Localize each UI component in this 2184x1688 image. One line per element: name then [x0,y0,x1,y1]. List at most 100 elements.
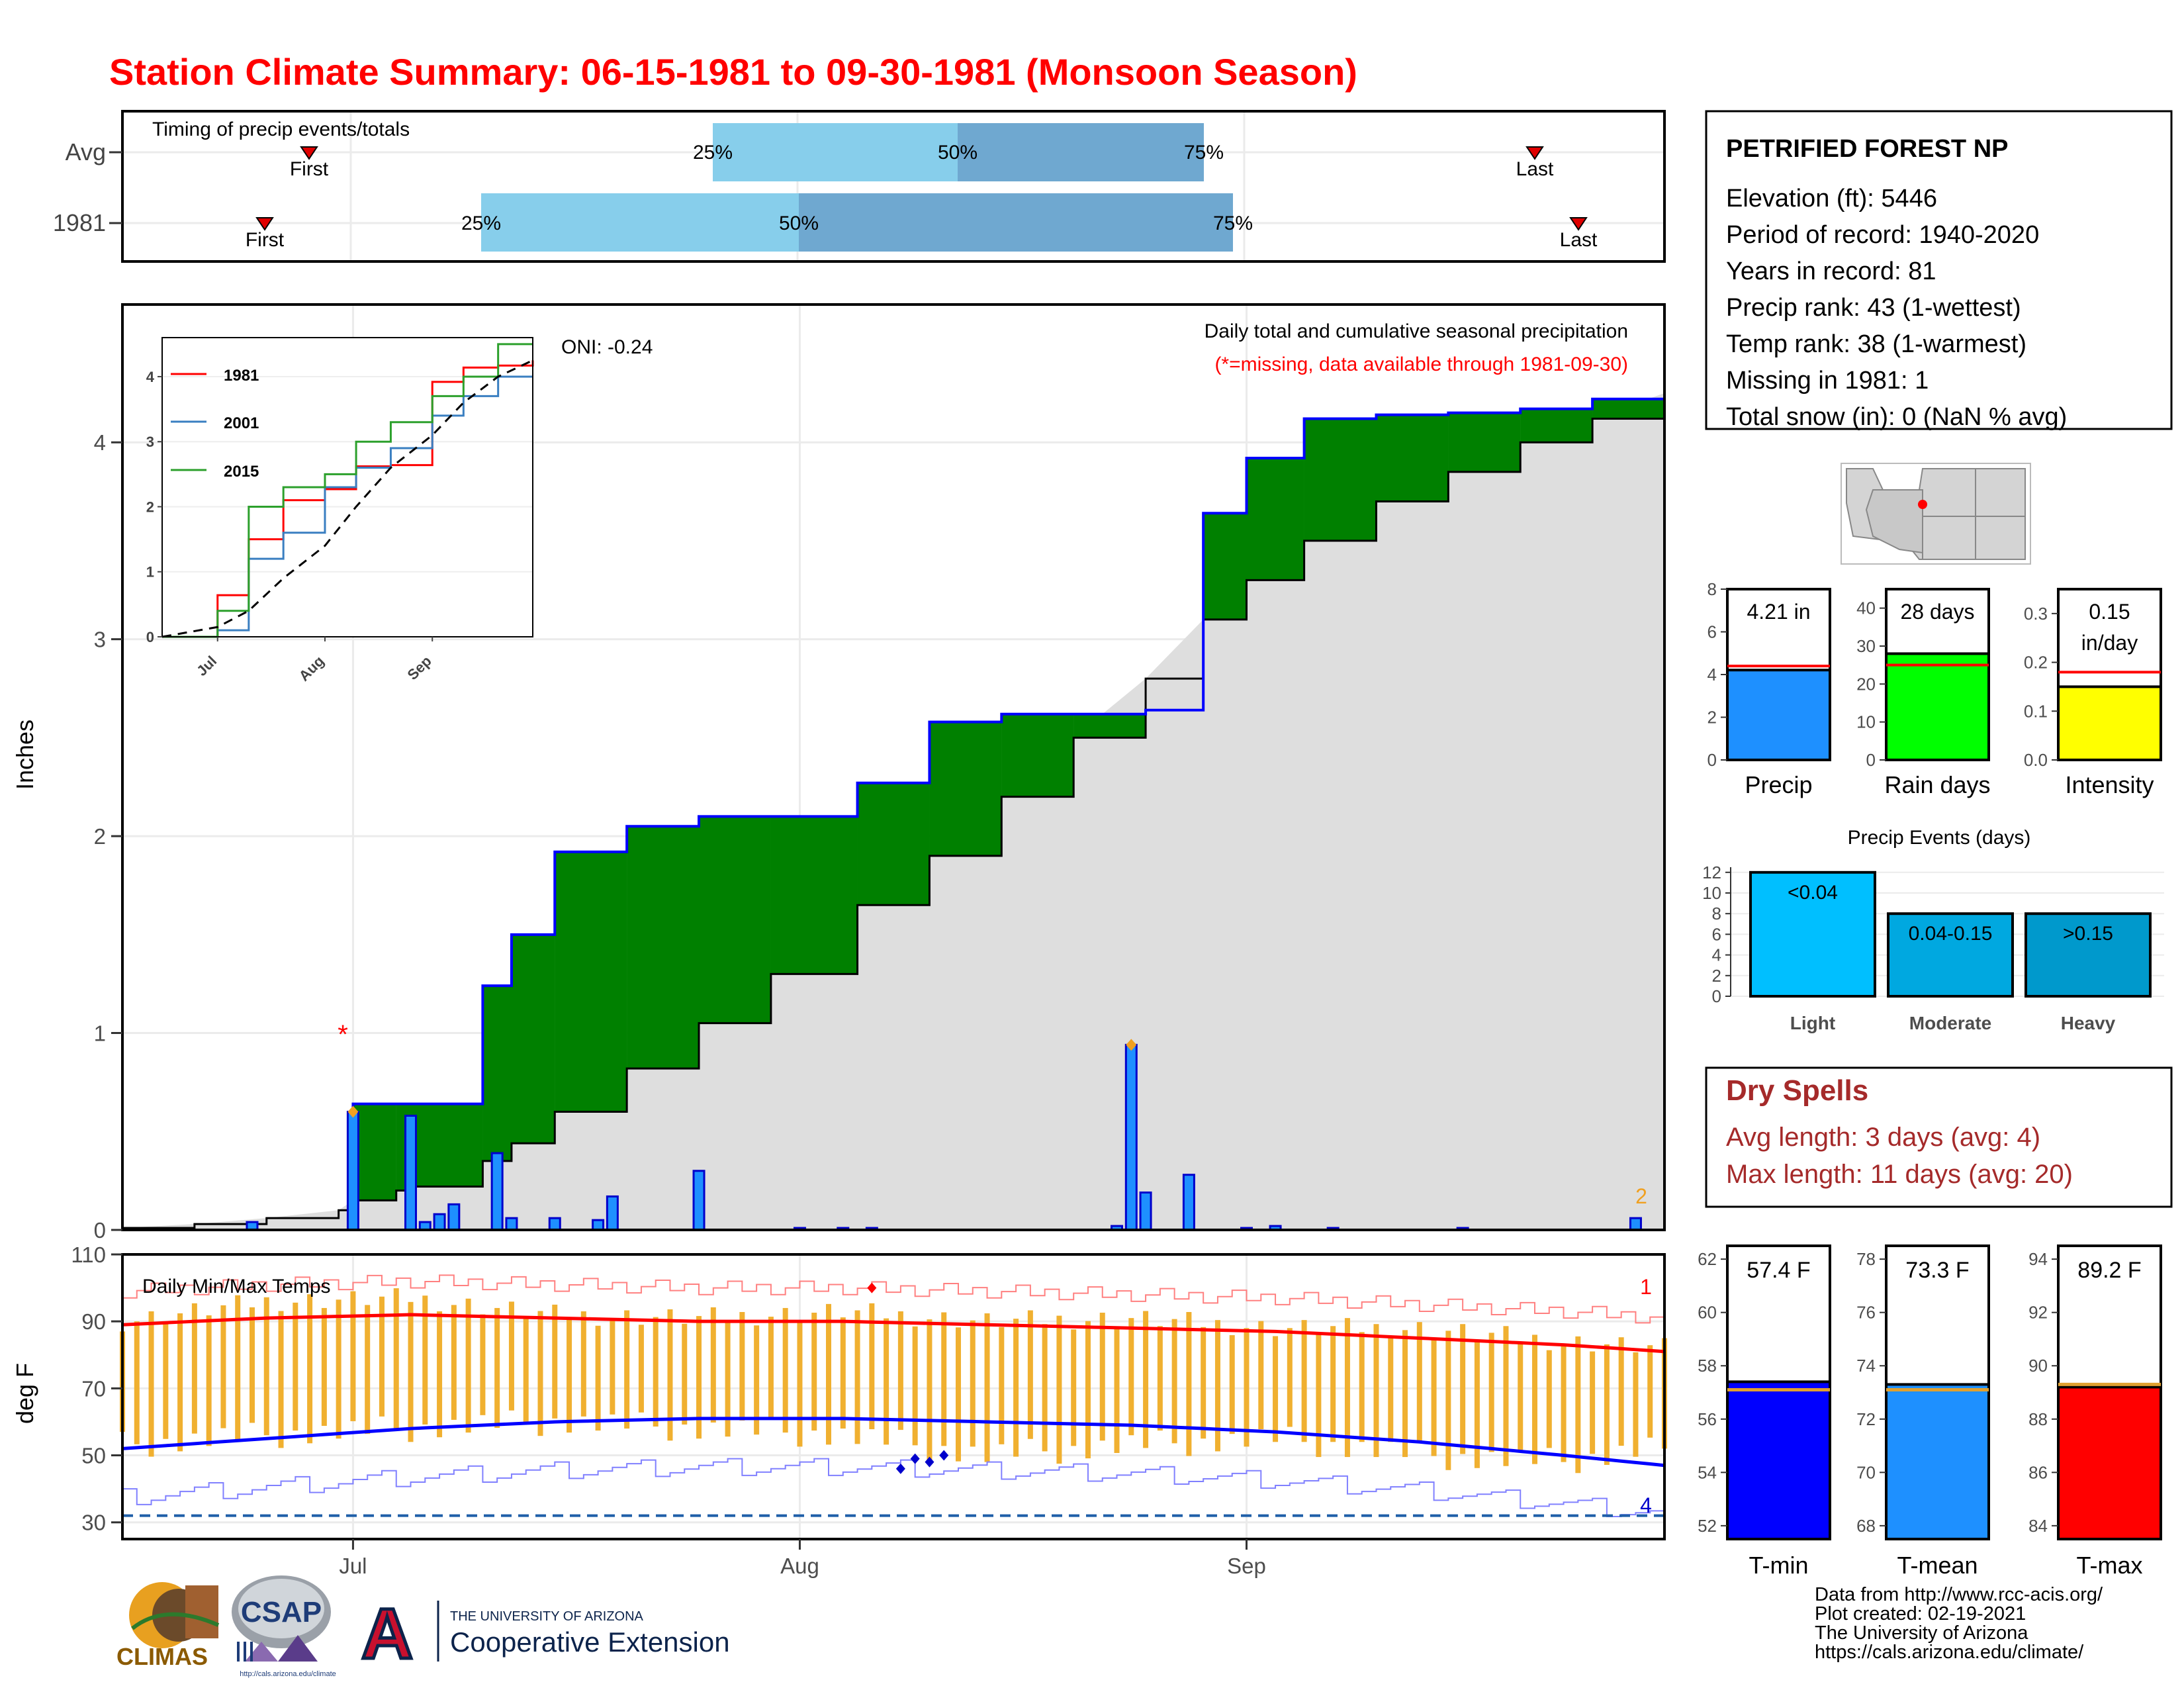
inset-ytick-label: 4 [146,369,155,385]
daily-temp-bar [235,1295,241,1441]
daily-temp-bar [1186,1312,1192,1456]
daily-temp-bar [437,1311,443,1438]
legend-2015: 2015 [224,463,259,481]
precip-ytick-label: 4 [94,430,106,455]
above-average-area [699,816,771,1023]
events-bar [1749,870,1876,998]
temp-summary-ytick-label: 86 [2028,1462,2048,1482]
above-average-area [857,782,930,906]
footer-line-1: Data from http://www.rcc-acis.org/ [1815,1584,2103,1605]
daily-temp-bar [249,1307,255,1423]
daily-temp-bar [422,1295,428,1425]
inset-xtick-label: Aug [296,653,328,684]
csap-text: CSAP [241,1596,322,1628]
temp-summary-ytick-label: 90 [2028,1356,2048,1376]
daily-temp-bar [134,1321,140,1444]
footer-line-4: https://cals.arizona.edu/climate/ [1815,1642,2084,1663]
above-average-area [770,816,858,974]
events-bar-label: <0.04 [1788,882,1838,904]
events-category-label: Light [1790,1013,1835,1033]
temp-summary-ytick-label: 84 [2028,1516,2048,1536]
avg-last-label: Last [1516,158,1554,180]
daily-temp-bar [1460,1324,1466,1454]
daily-temp-bar [494,1307,500,1429]
above-average-area [482,986,512,1161]
daily-temp-bar [595,1325,601,1431]
inset-xtick-label: Sep [404,653,435,683]
record-low-marker [925,1456,934,1468]
above-average-area [1376,414,1449,502]
avg-25-50-bar [713,123,958,181]
ua-letter: A [361,1593,413,1673]
inset-ytick-label: 0 [146,629,154,645]
above-average-area [1304,418,1377,541]
daily-temp-bar [754,1325,760,1435]
mini-ytick-label: 10 [1856,712,1876,732]
mini-ytick-label: 4 [1707,665,1717,684]
daily-temp-bar [1273,1336,1279,1442]
daily-precip-bar [1139,1191,1152,1231]
daily-temp-bar [624,1310,630,1429]
daily-temp-bar [206,1315,212,1446]
temp-count-top: 1 [1640,1275,1652,1299]
precip-ytick-label: 2 [94,824,106,849]
events-ytick-label: 0 [1712,986,1721,1006]
dry-spells-title: Dry Spells [1726,1074,1868,1107]
above-average-area [1246,458,1304,581]
daily-temp-bar [480,1314,486,1415]
csap-url: http://cals.arizona.edu/climate [240,1670,336,1678]
events-ytick-label: 6 [1712,924,1721,944]
daily-temp-bar [1201,1327,1206,1439]
page-title: Station Climate Summary: 06-15-1981 to 0… [109,51,1357,93]
daily-temp-bar [927,1319,933,1461]
daily-temp-bar [1402,1330,1408,1458]
station-period: Period of record: 1940-2020 [1726,221,2039,249]
temp-summary-ytick-label: 62 [1698,1249,1717,1269]
daily-temp-bar [1373,1324,1379,1458]
daily-temp-bar [1445,1331,1451,1470]
daily-temp-bar [1042,1324,1048,1452]
legend-2001: 2001 [224,414,259,432]
xaxis-tick-label: Aug [780,1554,819,1578]
temp-summary-bar [1726,1380,1831,1540]
mini-ytick-label: 0.3 [2024,604,2048,624]
daily-temp-bar [884,1318,889,1445]
timing-panel: Timing of precip events/totals Avg 1981 … [53,110,1666,263]
station-precip-rank: Precip rank: 43 (1-wettest) [1726,294,2021,322]
daily-temp-bar [1085,1321,1091,1459]
summary-mini-charts: 0 2 4 6 8 4.21 in Precip 0 10 20 30 40 28 days Rain d… [1707,579,2162,798]
mini-value-unit: in/day [2081,631,2138,655]
temp-summary-category-label: T-mean [1897,1552,1978,1579]
daily-precip-bar [490,1152,504,1231]
daily-temp-bar [321,1307,327,1427]
record-low-marker [895,1463,905,1474]
mini-ytick-label: 30 [1856,636,1876,656]
station-name: PETRIFIED FOREST NP [1726,135,2008,163]
above-average-area [410,1103,483,1187]
footer: Data from http://www.rcc-acis.org/ Plot … [1815,1584,2103,1663]
mini-ytick-label: 0 [1866,750,1876,770]
avg-max-line [122,1313,1665,1354]
daily-temp-bar [1301,1320,1307,1442]
inset-series-line [161,359,533,638]
daily-precip-bar [447,1203,461,1231]
daily-temp-bar [955,1327,961,1462]
mini-category-label: Intensity [2065,771,2154,798]
events-bar [2025,912,2152,998]
temp-summary-category-label: T-min [1749,1552,1809,1579]
daily-precip-bar [1629,1217,1642,1231]
above-average-area [1001,714,1074,797]
temp-summary-category-label: T-max [2076,1552,2142,1579]
daily-temp-bar [1171,1319,1177,1444]
yr-last-marker [1569,217,1588,231]
daily-temp-bar [408,1301,414,1442]
daily-temp-bar [1157,1326,1163,1431]
daily-temp-bar [552,1304,558,1419]
yr-25-50-bar [481,193,799,252]
temp-count-bottom: 4 [1640,1493,1652,1517]
daily-temp-bar [1229,1335,1235,1434]
precip-panel: Inches 0 1 2 3 4 Daily total and cumulative … [11,303,1666,1243]
daily-temp-bar [293,1302,298,1431]
temp-summary-value-label: 57.4 F [1747,1258,1810,1283]
temp-ylabel: deg F [11,1363,38,1424]
